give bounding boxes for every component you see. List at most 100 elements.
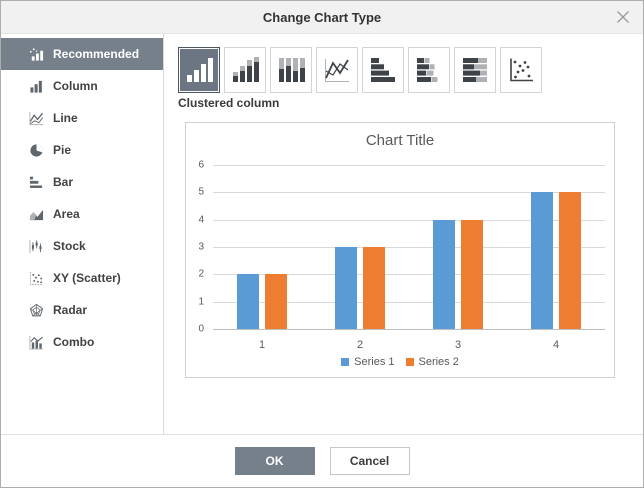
sidebar-item-label: Line (53, 111, 78, 125)
scatter-icon (28, 270, 44, 286)
y-tick-label: 2 (198, 268, 204, 280)
subtype-row (178, 47, 542, 93)
bar-group-4 (507, 165, 605, 329)
stacked-column-icon (231, 56, 259, 84)
plot-bars (213, 165, 605, 329)
legend-label: Series 1 (354, 356, 395, 368)
x-tick-label: 3 (454, 339, 462, 351)
combo-icon (28, 334, 44, 350)
subtype-stacked-column-100[interactable] (270, 47, 312, 93)
gridline (213, 301, 605, 303)
sidebar-item-label: Stock (53, 239, 86, 253)
bar-icon (28, 174, 44, 190)
column-icon (28, 78, 44, 94)
sidebar-item-line[interactable]: Line (1, 102, 163, 134)
dialog-titlebar: Change Chart Type (1, 1, 643, 34)
y-tick-label: 1 (198, 296, 204, 308)
gridline (213, 247, 605, 248)
subtype-stacked-column[interactable] (224, 47, 266, 93)
sidebar-item-radar[interactable]: Radar (1, 294, 163, 326)
legend-label: Series 2 (418, 356, 459, 368)
y-tick-label: 4 (198, 214, 204, 226)
plot-area (213, 165, 605, 330)
gridline (213, 192, 605, 194)
bar-series-1-cat-4 (531, 192, 553, 329)
line-icon (28, 110, 44, 126)
content-panel: Clustered column Chart Title 0 1 2 3 4 5 6 1 2 3… (164, 34, 643, 434)
gridline (213, 219, 605, 221)
ok-button[interactable]: OK (234, 446, 315, 475)
sidebar-item-pie[interactable]: Pie (1, 134, 163, 166)
bar-series-2-cat-1 (265, 274, 287, 329)
x-axis-line (213, 329, 605, 330)
y-tick-label: 6 (198, 159, 204, 171)
y-tick-label: 0 (198, 323, 204, 335)
close-icon[interactable] (616, 1, 630, 33)
y-tick-label: 3 (198, 241, 204, 253)
x-tick-label: 2 (356, 339, 364, 351)
bar-group-3 (409, 165, 507, 329)
stacked-bar-icon (415, 56, 443, 84)
x-tick-label: 1 (258, 339, 266, 351)
sidebar-item-recommended[interactable]: Recommended (1, 38, 163, 70)
chart-legend: Series 1 Series 2 (186, 356, 614, 368)
subtype-stacked-bar[interactable] (408, 47, 450, 93)
clustered-bar-icon (369, 56, 397, 84)
sidebar-item-area[interactable]: Area (1, 198, 163, 230)
sidebar-list: Recommended Column Line Pie Bar Area Stock XY (… (1, 38, 163, 358)
bar-series-2-cat-3 (461, 219, 483, 329)
bar-series-1-cat-2 (335, 247, 357, 329)
subtype-scatter[interactable] (500, 47, 542, 93)
gridline (213, 274, 605, 276)
legend-item-series-2: Series 2 (405, 356, 459, 368)
subtype-line[interactable] (316, 47, 358, 93)
sidebar-item-label: Area (53, 207, 80, 221)
dialog-footer: OK Cancel (1, 434, 643, 486)
stacked-column-100-icon (277, 56, 305, 84)
y-axis-labels: 0 1 2 3 4 5 6 (186, 160, 206, 335)
bar-group-2 (311, 165, 409, 329)
sidebar-item-xy-scatter[interactable]: XY (Scatter) (1, 262, 163, 294)
sidebar: Recommended Column Line Pie Bar Area Stock XY (… (1, 34, 164, 434)
radar-icon (28, 302, 44, 318)
subtype-clustered-column[interactable] (178, 47, 220, 93)
dialog-title: Change Chart Type (262, 9, 382, 25)
stacked-bar-100-icon (461, 56, 489, 84)
sidebar-item-label: Pie (53, 143, 72, 157)
bar-series-2-cat-2 (363, 247, 385, 329)
legend-swatch (341, 358, 350, 366)
bar-group-1 (213, 165, 311, 329)
cancel-button[interactable]: Cancel (329, 446, 410, 475)
dialog-body: Recommended Column Line Pie Bar Area Stock XY (… (1, 34, 643, 434)
subtype-selected-label: Clustered column (178, 96, 280, 110)
legend-item-series-1: Series 1 (341, 356, 395, 368)
sidebar-item-label: Recommended (53, 47, 140, 61)
line-icon (323, 56, 351, 84)
bar-series-1-cat-1 (237, 274, 259, 329)
stock-icon (28, 238, 44, 254)
legend-swatch (405, 358, 414, 366)
x-axis-labels: 1 2 3 4 (213, 339, 605, 351)
scatter-icon (507, 56, 535, 84)
y-tick-label: 5 (198, 186, 204, 198)
pie-icon (28, 142, 44, 158)
subtype-clustered-bar[interactable] (362, 47, 404, 93)
sidebar-item-label: Bar (53, 175, 74, 189)
sidebar-item-stock[interactable]: Stock (1, 230, 163, 262)
x-tick-label: 4 (552, 339, 560, 351)
area-icon (28, 206, 44, 222)
bar-series-1-cat-3 (433, 219, 455, 329)
sidebar-item-label: Combo (53, 335, 95, 349)
bar-series-2-cat-4 (559, 192, 581, 329)
sidebar-item-label: Column (53, 79, 98, 93)
gridline (213, 165, 605, 166)
chart-title: Chart Title (365, 132, 435, 149)
sidebar-item-label: XY (Scatter) (53, 271, 121, 285)
sidebar-item-combo[interactable]: Combo (1, 326, 163, 358)
sidebar-item-label: Radar (53, 303, 88, 317)
sidebar-item-column[interactable]: Column (1, 70, 163, 102)
subtype-stacked-bar-100[interactable] (454, 47, 496, 93)
sidebar-item-bar[interactable]: Bar (1, 166, 163, 198)
